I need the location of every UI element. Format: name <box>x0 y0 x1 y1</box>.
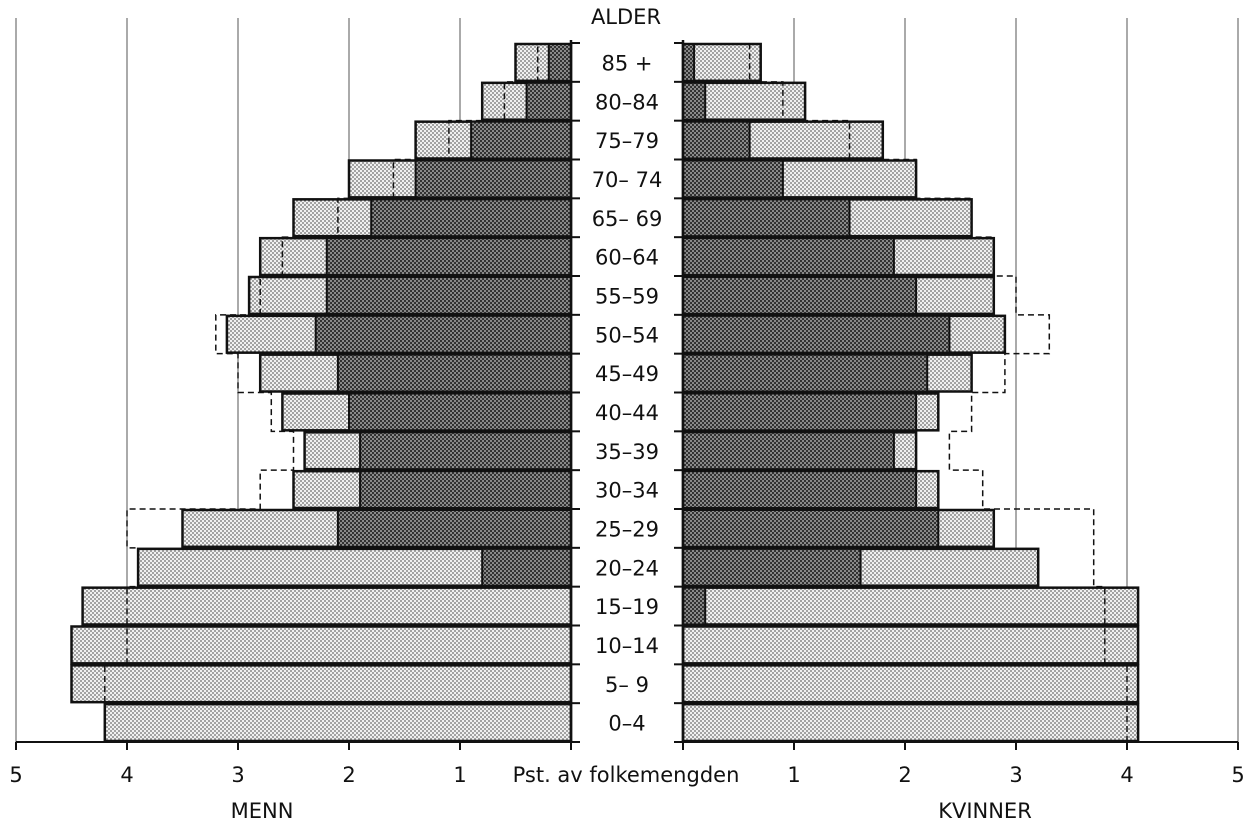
age-label: 50–54 <box>595 323 659 347</box>
bar-menn-inner <box>325 237 572 277</box>
bar-menn-inner <box>314 314 573 354</box>
bar-kvinner-inner <box>682 509 940 548</box>
age-label: 0–4 <box>608 712 645 736</box>
bar-kvinner-total <box>681 664 1140 704</box>
bar-menn-total <box>81 586 573 626</box>
age-label: 40–44 <box>595 401 659 425</box>
age-label: 45–49 <box>595 362 659 386</box>
bar-kvinner-inner <box>682 470 918 509</box>
x-tick-label-left: 4 <box>120 763 133 787</box>
bar-menn-inner <box>414 159 572 199</box>
dashed-outline-layer <box>104 43 1128 742</box>
bar-kvinner-total <box>681 586 1140 626</box>
bar-kvinner-inner <box>682 120 751 160</box>
bar-menn-total <box>70 625 573 665</box>
bar-menn-inner <box>336 509 572 548</box>
bar-kvinner-total <box>681 42 762 83</box>
age-label: 70– 74 <box>592 168 663 192</box>
bar-menn-inner <box>336 353 572 393</box>
age-label: 35–39 <box>595 440 659 464</box>
bar-kvinner-inner <box>682 392 918 432</box>
bar-menn-inner <box>359 470 572 509</box>
chart-title: ALDER <box>591 5 661 29</box>
bar-menn-inner <box>547 43 572 82</box>
x-axis-label: Pst. av folkemengden <box>513 763 740 787</box>
bar-menn-total <box>103 702 573 743</box>
bar-kvinner-inner <box>682 198 851 238</box>
x-tick-label-right: 3 <box>1009 763 1022 787</box>
bar-menn-inner <box>325 276 572 315</box>
x-tick-label-right: 4 <box>1120 763 1133 787</box>
bar-menn-inner <box>481 547 573 587</box>
x-tick-label-right: 5 <box>1231 763 1244 787</box>
bar-kvinner-inner <box>682 159 784 199</box>
x-tick-label-left: 5 <box>9 763 22 787</box>
bar-menn-inner <box>348 392 572 432</box>
age-label: 15–19 <box>595 595 659 619</box>
age-label: 20–24 <box>595 556 659 580</box>
bar-menn-inner <box>470 120 573 160</box>
age-label: 25–29 <box>595 517 659 541</box>
bar-kvinner-inner <box>682 237 895 277</box>
bar-menn-inner <box>370 198 573 238</box>
age-label: 10–14 <box>595 634 659 658</box>
right-side-label: KVINNER <box>938 799 1032 823</box>
bar-kvinner-inner <box>682 43 696 82</box>
bar-kvinner-inner <box>682 314 951 354</box>
dashed-outline-kvinner <box>748 43 1128 742</box>
x-tick-label-left: 3 <box>231 763 244 787</box>
bar-menn-inner <box>359 431 572 471</box>
x-tick-label-right: 1 <box>787 763 800 787</box>
bar-kvinner-inner <box>682 353 929 393</box>
bar-menn-inner <box>525 81 572 121</box>
x-tick-label-left: 1 <box>453 763 466 787</box>
bar-kvinner-inner <box>682 547 862 587</box>
age-label: 80–84 <box>595 90 659 114</box>
left-side-label: MENN <box>231 799 294 823</box>
bar-menn-total <box>70 664 573 704</box>
age-label: 85 + <box>602 51 653 75</box>
x-tick-label-right: 2 <box>898 763 911 787</box>
bar-kvinner-inner <box>682 586 707 626</box>
age-label: 5– 9 <box>605 673 649 697</box>
age-label: 30–34 <box>595 479 659 503</box>
age-label: 75–79 <box>595 129 659 153</box>
age-label: 60–64 <box>595 246 659 270</box>
x-tick-label-left: 2 <box>342 763 355 787</box>
age-label: 65– 69 <box>592 207 663 231</box>
dashed-outline-menn <box>104 43 539 742</box>
labels-layer: ALDER Pst. av folkemengden MENN KVINNER … <box>9 5 1244 823</box>
bar-kvinner-total <box>681 702 1140 743</box>
bar-kvinner-inner <box>682 276 918 315</box>
bar-kvinner-total <box>681 625 1140 665</box>
axes-layer <box>15 40 1239 750</box>
age-label: 55–59 <box>595 284 659 308</box>
bar-kvinner-inner <box>682 81 707 121</box>
bar-kvinner-inner <box>682 431 895 471</box>
